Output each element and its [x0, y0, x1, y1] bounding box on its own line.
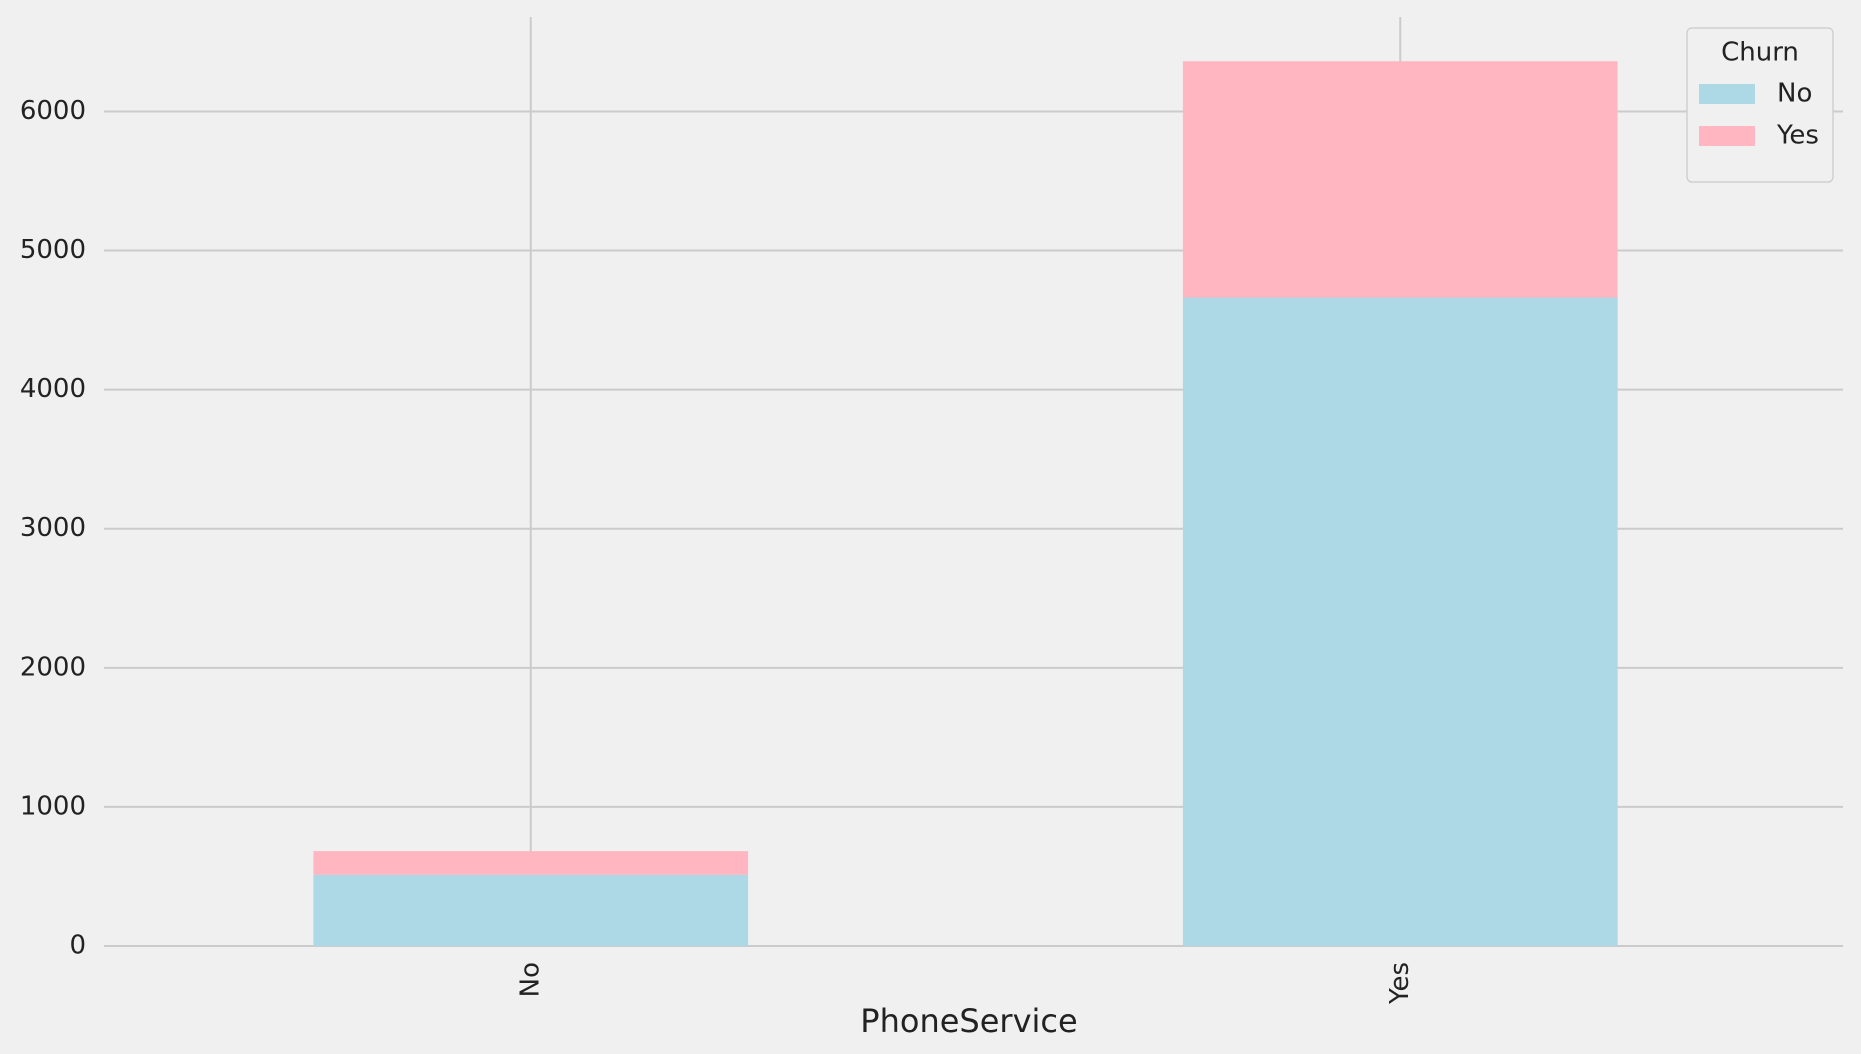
- legend-swatch: [1699, 84, 1755, 104]
- y-tick-label: 2000: [20, 652, 86, 682]
- legend-label: No: [1777, 79, 1812, 109]
- legend: Churn No Yes: [1686, 27, 1834, 183]
- bar-segment: [313, 851, 749, 875]
- y-tick-label: 4000: [20, 374, 86, 404]
- y-tick-label: 6000: [20, 96, 86, 126]
- y-tick-label: 3000: [20, 513, 86, 543]
- y-tick-label: 5000: [20, 235, 86, 265]
- x-axis-label: PhoneService: [860, 1002, 1077, 1040]
- bar-segment: [1182, 297, 1618, 946]
- x-tick-label: No: [515, 962, 545, 997]
- y-tick-label: 1000: [20, 791, 86, 821]
- legend-swatch: [1699, 126, 1755, 146]
- legend-title: Churn: [1721, 38, 1799, 68]
- x-tick-label: Yes: [1385, 962, 1415, 1005]
- bar-segment: [313, 874, 749, 946]
- bar-segment: [1182, 61, 1618, 298]
- y-tick-label: 0: [69, 931, 86, 961]
- legend-label: Yes: [1776, 121, 1819, 151]
